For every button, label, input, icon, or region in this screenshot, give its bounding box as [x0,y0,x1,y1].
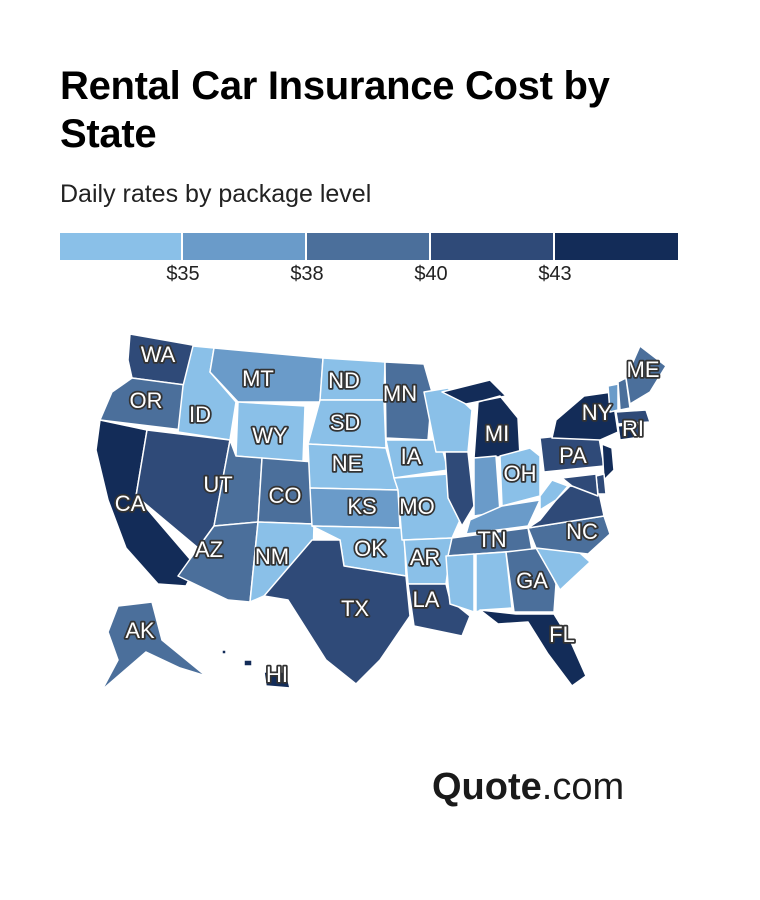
color-legend: $35 $38 $40 $43 [60,233,680,293]
state-ny [551,391,619,441]
state-label-ny: NY [582,400,613,425]
state-fl [479,609,587,687]
quote-logo: Quote.com [432,766,624,809]
state-me [625,345,667,405]
state-label-ar: AR [410,545,441,570]
state-label-ak: AK [125,618,155,643]
state-label-ri: RI [622,416,644,441]
state-label-mi: MI [485,421,509,446]
state-label-nm: NM [255,544,289,569]
state-label-id: ID [189,402,211,427]
legend-swatch-2 [183,233,305,260]
state-ma [615,409,651,425]
state-label-mo: MO [399,494,434,519]
chart-title: Rental Car Insurance Cost by State [60,64,610,156]
state-ak [101,601,207,691]
state-label-sd: SD [330,410,361,435]
state-label-ut: UT [203,472,232,497]
state-md [561,473,599,497]
state-label-oh: OH [504,461,537,486]
brand-name: Quote [432,766,542,808]
legend-tick-label: $38 [290,263,324,285]
state-hi [221,649,291,689]
state-label-mt: MT [242,366,274,391]
state-label-ga: GA [516,568,548,593]
legend-tick-label: $40 [414,263,448,285]
state-label-pa: PA [559,443,587,468]
state-label-wy: WY [252,423,288,448]
state-ga [505,547,557,613]
state-nj [601,443,615,481]
state-vt [607,383,619,413]
state-label-ia: IA [401,444,422,469]
state-label-hi: HI [266,662,288,687]
state-wi [423,387,473,453]
state-label-co: CO [269,483,302,508]
legend-tick-label: $43 [538,263,572,285]
legend-swatch-3 [307,233,429,260]
state-ms [445,553,475,613]
chart-subtitle: Daily rates by package level [60,180,372,208]
legend-swatch-1 [60,233,181,260]
state-mt [209,347,324,403]
state-il [444,451,475,527]
state-in [473,455,501,517]
state-label-nc: NC [566,519,598,544]
state-wv [539,479,569,511]
state-ky [465,499,541,535]
state-la [407,583,471,637]
state-label-me: ME [627,357,660,382]
brand-suffix: .com [541,766,625,808]
state-al [475,551,513,613]
state-label-fl: FL [549,622,575,647]
state-label-nd: ND [328,368,360,393]
state-label-ne: NE [332,451,363,476]
state-label-ok: OK [354,536,386,561]
state-label-ca: CA [115,491,146,516]
legend-swatch-5 [555,233,678,260]
state-label-az: AZ [195,537,223,562]
state-label-tx: TX [341,596,369,621]
state-mi [441,379,521,459]
state-label-la: LA [413,587,440,612]
state-label-tn: TN [477,527,506,552]
state-oh [499,447,541,507]
state-tx [263,539,411,685]
legend-swatch-4 [431,233,553,260]
state-ri [633,423,643,439]
state-label-wa: WA [141,342,176,367]
state-label-or: OR [130,388,163,413]
legend-tick-label: $35 [166,263,200,285]
state-label-mn: MN [383,381,417,406]
state-label-ks: KS [347,494,376,519]
